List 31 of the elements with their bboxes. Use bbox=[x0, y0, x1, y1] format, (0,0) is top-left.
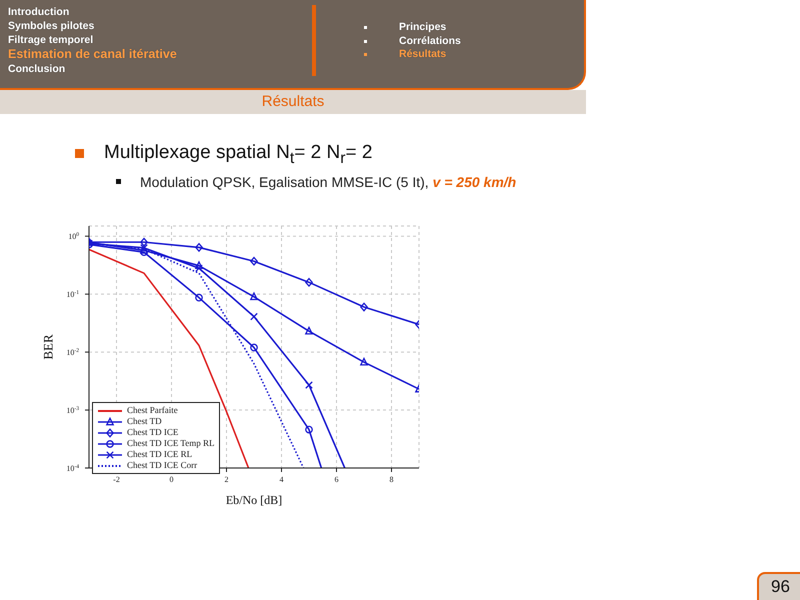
x-tick-label: 2 bbox=[224, 475, 228, 484]
legend-label: Chest TD ICE Temp RL bbox=[127, 438, 215, 449]
y-tick-label: 10$^{-2}$ bbox=[66, 348, 80, 358]
x-axis-title: Eb/No [dB] bbox=[226, 493, 282, 507]
legend-label: Chest TD bbox=[127, 416, 162, 427]
x-tick-label: 6 bbox=[334, 475, 338, 484]
y-tick-label: 10$^{-1}$ bbox=[66, 290, 80, 300]
y-tick-label: 10$^{0}$ bbox=[68, 232, 80, 242]
text: Corrélations bbox=[399, 34, 461, 48]
x-tick-label: -2 bbox=[113, 475, 120, 484]
x-tick-label: 4 bbox=[280, 475, 284, 484]
legend-label: Chest TD ICE RL bbox=[127, 449, 192, 460]
text: v = 250 km/h bbox=[432, 174, 516, 190]
x-tick-label: 8 bbox=[390, 475, 394, 484]
text: Principes bbox=[399, 21, 446, 34]
legend-label: Chest TD ICE Corr bbox=[127, 460, 198, 471]
chart-title: Résultats bbox=[262, 93, 324, 110]
y-tick-label: 10$^{-4}$ bbox=[66, 464, 80, 473]
chart-subtitle: Multiplexage spatial N$_{t}$= 2 N$_{r}$= 2 bbox=[104, 142, 372, 167]
text: Introduction bbox=[8, 6, 70, 18]
y-tick-label: 10$^{-3}$ bbox=[66, 406, 80, 416]
y-axis-title: BER bbox=[40, 334, 56, 360]
text: Résultats bbox=[399, 48, 446, 62]
text: Symboles pilotes bbox=[8, 20, 94, 32]
text: Filtrage temporel bbox=[8, 34, 94, 46]
legend-label: Chest TD ICE bbox=[127, 427, 178, 438]
legend-label: Chest Parfaite bbox=[127, 405, 178, 416]
text: Conclusion bbox=[8, 63, 66, 75]
text: Estimation de canal itérative bbox=[8, 47, 177, 61]
x-tick-label: 0 bbox=[170, 475, 174, 484]
text: Modulation QPSK, Egalisation MMSE-IC (5 It), bbox=[140, 174, 429, 190]
